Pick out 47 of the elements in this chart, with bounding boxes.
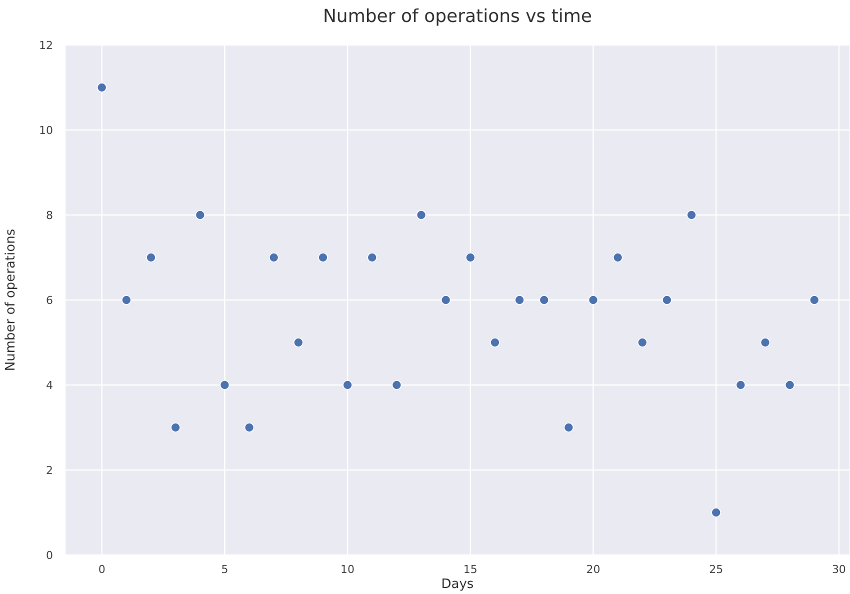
point <box>637 338 648 348</box>
point <box>342 380 352 390</box>
point <box>784 380 795 390</box>
point <box>490 338 500 348</box>
x-tick-label: 0 <box>98 562 106 576</box>
point <box>294 338 304 348</box>
x-tick-label: 15 <box>463 562 478 576</box>
point <box>268 252 279 262</box>
x-tick-label: 25 <box>709 562 724 576</box>
y-tick-label: 6 <box>46 294 53 307</box>
point <box>146 252 156 262</box>
y-tick-label: 10 <box>39 124 53 137</box>
point <box>612 252 623 262</box>
point <box>367 252 378 262</box>
point <box>466 252 476 262</box>
point <box>170 422 180 432</box>
point <box>440 295 451 305</box>
x-tick-label: 30 <box>832 562 846 576</box>
y-tick-label: 0 <box>46 548 53 562</box>
point <box>564 422 574 432</box>
x-tick-label: 10 <box>340 562 355 576</box>
point <box>760 338 770 348</box>
point <box>220 380 230 390</box>
chart-title: Number of operations vs time <box>322 6 594 27</box>
x-axis-title: Days <box>441 577 474 592</box>
point <box>662 295 672 305</box>
point <box>514 295 524 305</box>
point <box>122 295 132 305</box>
point <box>195 210 206 220</box>
x-tick-label: 20 <box>586 562 600 576</box>
point <box>809 295 820 305</box>
y-tick-label: 2 <box>46 464 53 477</box>
y-tick-label: 8 <box>46 208 53 222</box>
point <box>244 422 254 432</box>
x-tick-label: 5 <box>221 562 228 576</box>
point <box>711 508 721 518</box>
y-tick-label: 12 <box>39 38 53 52</box>
point <box>588 295 598 305</box>
y-axis-title: Number of operations <box>4 228 19 372</box>
point <box>539 295 550 305</box>
point <box>318 252 328 262</box>
point <box>416 210 426 220</box>
point <box>736 380 746 390</box>
y-tick-label: 4 <box>46 378 53 392</box>
point <box>392 380 402 390</box>
point <box>96 82 107 92</box>
point <box>686 210 696 220</box>
